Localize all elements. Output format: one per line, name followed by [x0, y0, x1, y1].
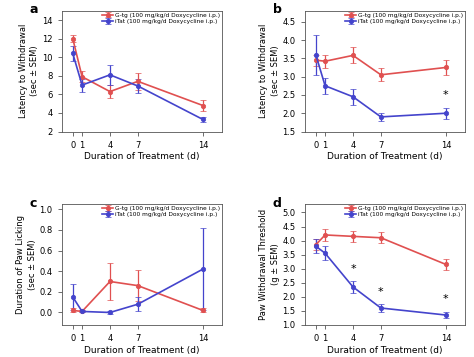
X-axis label: Duration of Treatment (d): Duration of Treatment (d)	[84, 152, 199, 161]
X-axis label: Duration of Treatment (d): Duration of Treatment (d)	[84, 346, 199, 355]
Text: *: *	[443, 90, 449, 100]
Y-axis label: Paw Withdrawal Threshold
(g ± SEM): Paw Withdrawal Threshold (g ± SEM)	[259, 209, 280, 320]
Y-axis label: Duration of Paw Licking
(sec ± SEM): Duration of Paw Licking (sec ± SEM)	[17, 215, 36, 314]
X-axis label: Duration of Treatment (d): Duration of Treatment (d)	[327, 152, 442, 161]
Y-axis label: Latency to Withdrawal
(sec ± SEM): Latency to Withdrawal (sec ± SEM)	[259, 24, 280, 118]
Text: d: d	[273, 197, 282, 210]
Text: *: *	[443, 295, 449, 305]
Legend: G-tg (100 mg/kg/d Doxycycline i.p.), iTat (100 mg/kg/d Doxycycline i.p.): G-tg (100 mg/kg/d Doxycycline i.p.), iTa…	[345, 205, 464, 218]
Legend: G-tg (100 mg/kg/d Doxycycline i.p.), iTat (100 mg/kg/d Doxycycline i.p.): G-tg (100 mg/kg/d Doxycycline i.p.), iTa…	[102, 12, 220, 25]
Text: b: b	[273, 4, 282, 16]
Y-axis label: Latency to Withdrawal
(sec ± SEM): Latency to Withdrawal (sec ± SEM)	[19, 24, 39, 118]
Text: *: *	[378, 287, 383, 297]
Text: c: c	[30, 197, 37, 210]
Text: *: *	[350, 263, 356, 273]
Legend: G-tg (100 mg/kg/d Doxycycline i.p.), iTat (100 mg/kg/d Doxycycline i.p.): G-tg (100 mg/kg/d Doxycycline i.p.), iTa…	[102, 205, 220, 218]
Legend: G-tg (100 mg/kg/d Doxycycline i.p.), iTat (100 mg/kg/d Doxycycline i.p.): G-tg (100 mg/kg/d Doxycycline i.p.), iTa…	[345, 12, 464, 25]
X-axis label: Duration of Treatment (d): Duration of Treatment (d)	[327, 346, 442, 355]
Text: a: a	[30, 4, 38, 16]
